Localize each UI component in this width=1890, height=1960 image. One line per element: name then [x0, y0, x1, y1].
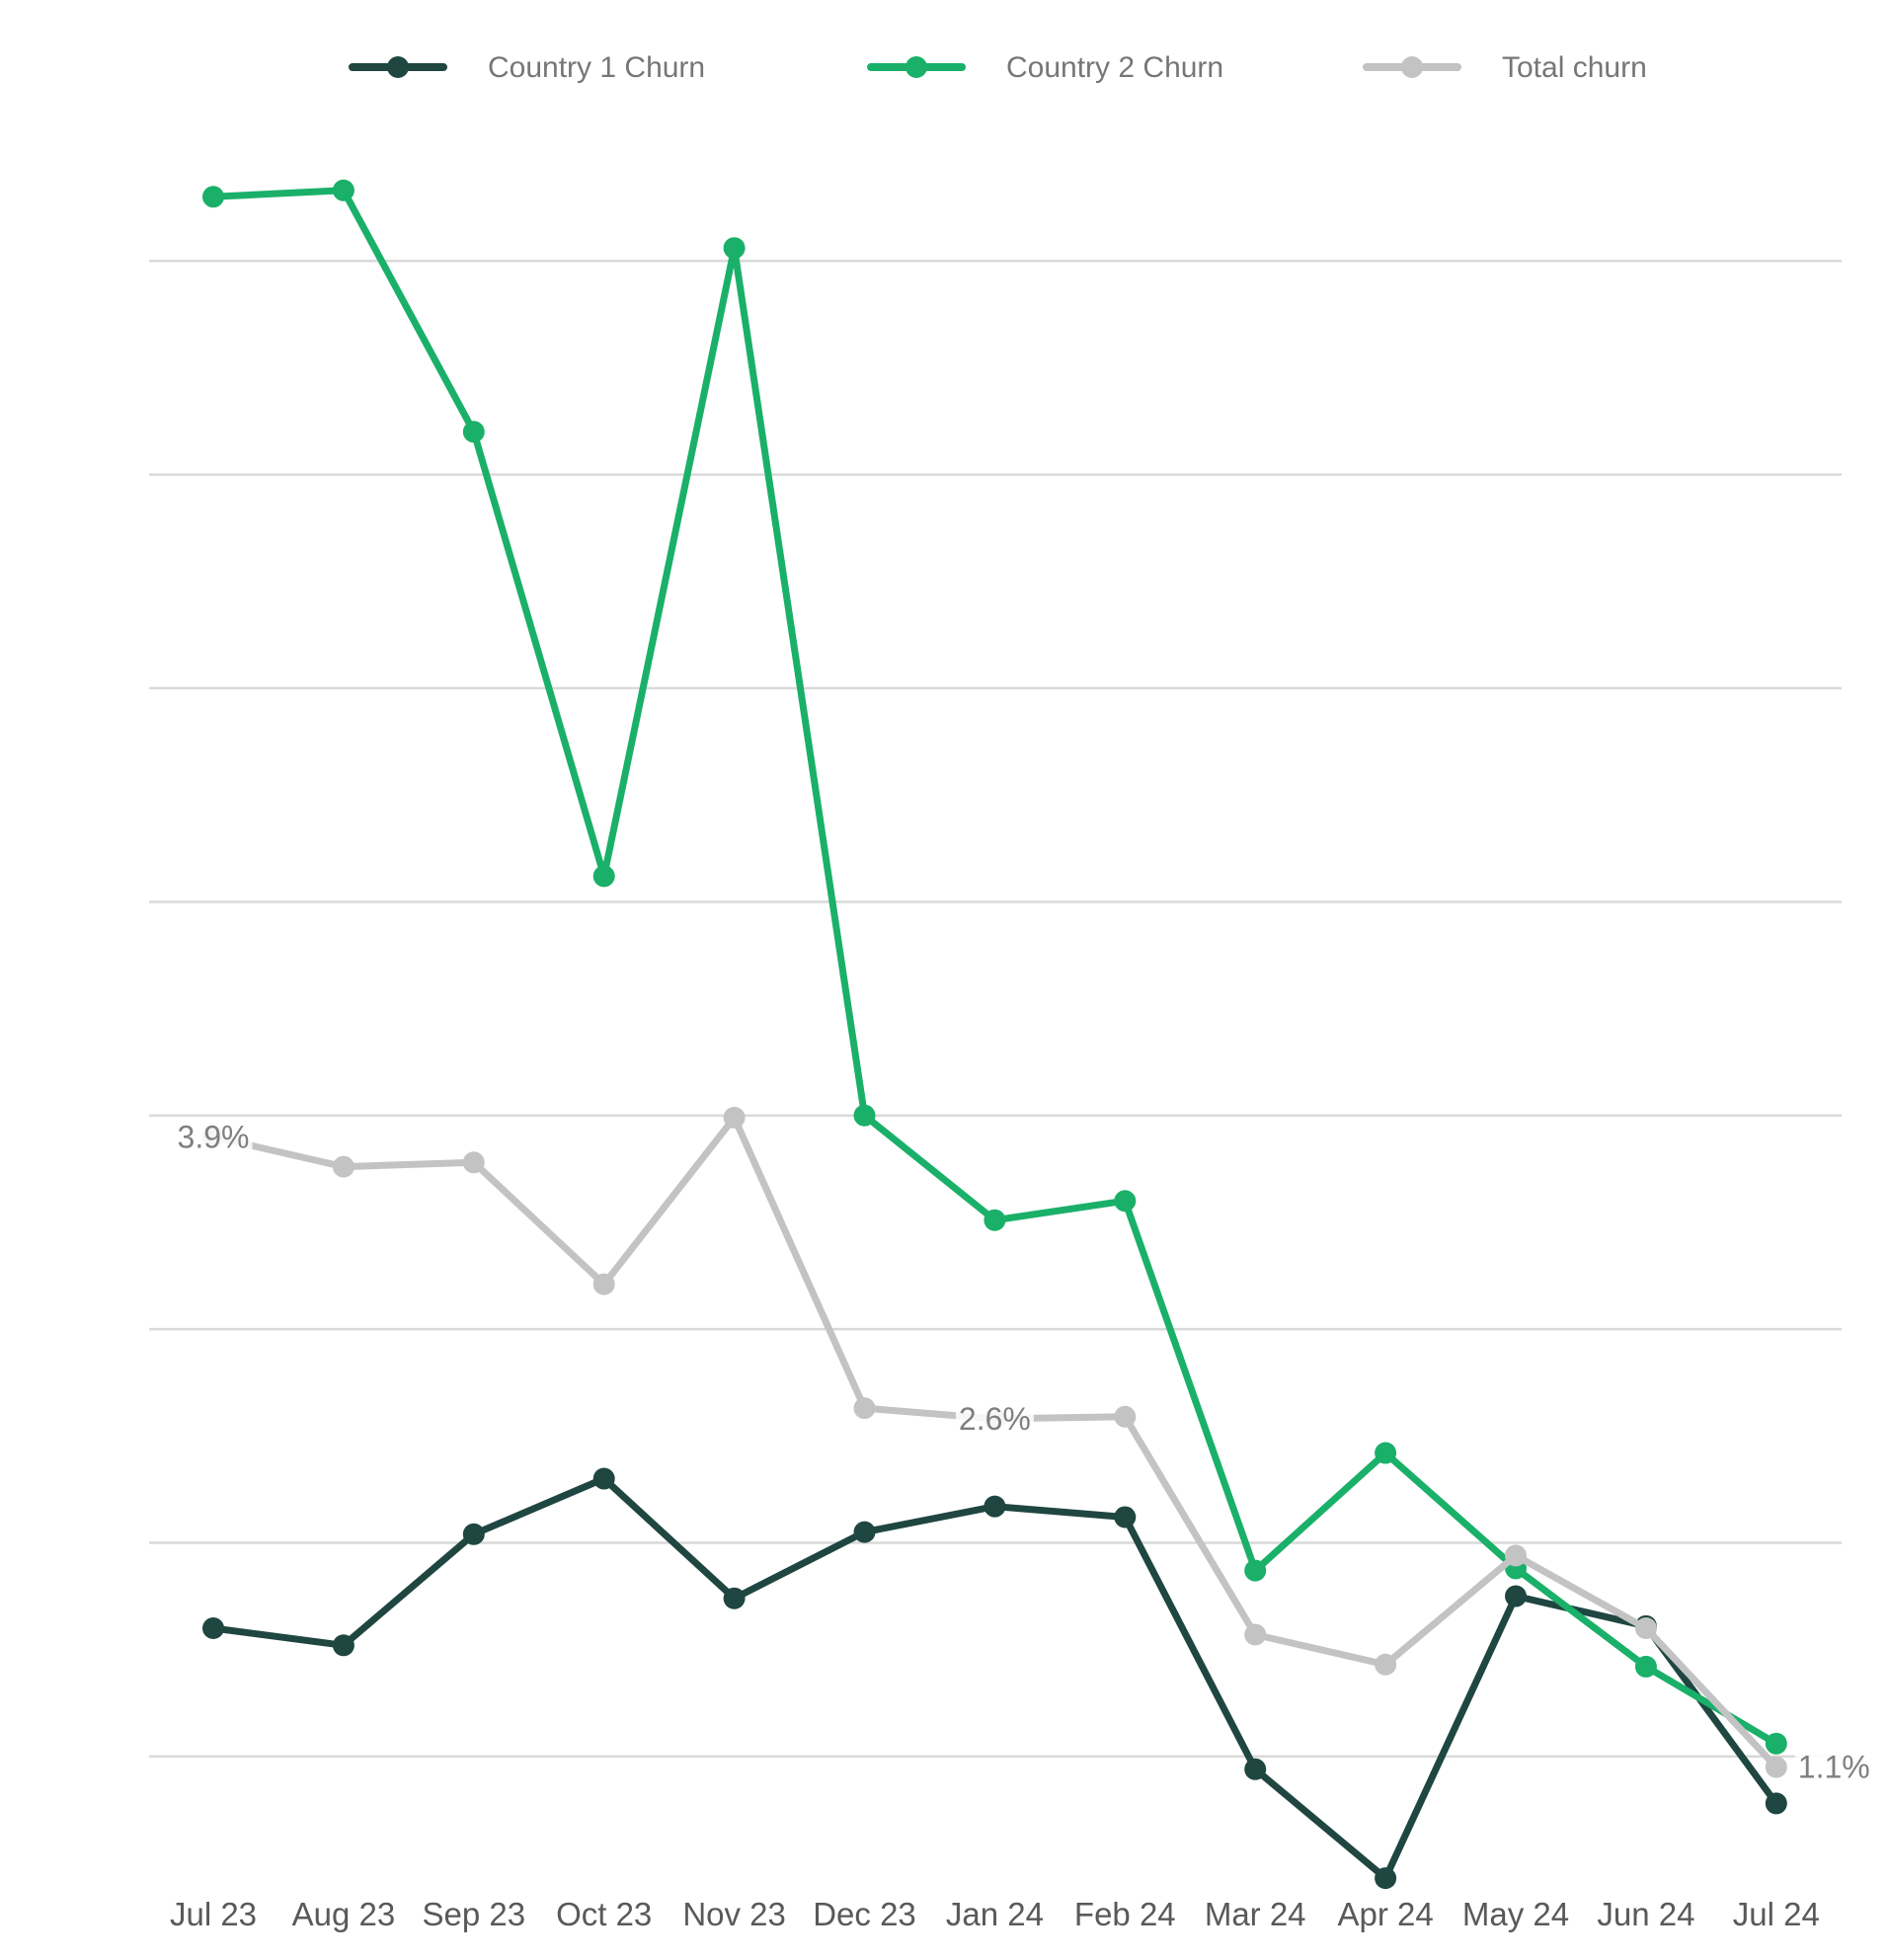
data-label-text: 1.1% [1798, 1750, 1870, 1785]
data-point [1505, 1544, 1527, 1567]
data-point [592, 1273, 615, 1295]
legend-label: Total churn [1502, 51, 1647, 84]
x-tick-label: Sep 23 [423, 1896, 526, 1932]
x-tick-label: May 24 [1462, 1896, 1569, 1932]
data-point [592, 1467, 615, 1490]
legend-point-marker [906, 56, 927, 78]
data-label-text: 2.6% [959, 1401, 1031, 1437]
data-point [332, 1155, 354, 1178]
gridlines [149, 259, 1842, 1759]
data-point [1244, 1623, 1267, 1646]
x-tick-label: Aug 23 [292, 1896, 396, 1932]
legend-point-marker [1401, 56, 1423, 78]
legend-item-country-1-churn: Country 1 Churn [349, 51, 705, 84]
data-point [1114, 1190, 1137, 1213]
data-point [1375, 1442, 1397, 1464]
x-tick-label: Oct 23 [556, 1896, 652, 1932]
data-point [723, 1106, 746, 1129]
data-point [462, 421, 485, 443]
data-point [462, 1523, 485, 1545]
series-country-2-churn [202, 179, 1787, 1755]
data-point [1375, 1653, 1397, 1676]
x-tick-label: Apr 24 [1337, 1896, 1433, 1932]
legend-point-marker [387, 56, 409, 78]
series-total-churn [202, 1106, 1787, 1778]
data-point [1634, 1616, 1657, 1639]
data-point [1765, 1732, 1787, 1755]
data-label-background [955, 1400, 1034, 1437]
data-label: 3.9% [174, 1119, 253, 1155]
x-tick-label: Jun 24 [1597, 1896, 1694, 1932]
data-point [984, 1209, 1006, 1231]
data-point [332, 179, 354, 201]
data-point [853, 1104, 876, 1127]
x-axis: Jul 23 Aug 23 Sep 23 Oct 23 Nov 23 Dec 23 Jan … [170, 1896, 1820, 1932]
data-point [723, 237, 746, 260]
data-point [1114, 1405, 1137, 1428]
x-tick-label: Feb 24 [1074, 1896, 1176, 1932]
data-labels: 3.9% 2.6% 1.1% [174, 1119, 1873, 1785]
data-point [1505, 1585, 1527, 1607]
data-label-text: 3.9% [178, 1119, 250, 1154]
data-point [1634, 1655, 1657, 1678]
data-label: 1.1% [1794, 1749, 1873, 1785]
legend-item-country-2-churn: Country 2 Churn [867, 51, 1223, 84]
legend-label: Country 2 Churn [1006, 51, 1223, 84]
data-point [853, 1521, 876, 1543]
data-point [984, 1495, 1006, 1518]
data-point [853, 1397, 876, 1420]
x-tick-label: Dec 23 [813, 1896, 916, 1932]
legend-label: Country 1 Churn [488, 51, 705, 84]
x-tick-label: Jul 23 [170, 1896, 257, 1932]
data-point [462, 1151, 485, 1174]
legend-item-total-churn: Total churn [1363, 51, 1647, 84]
legend: Country 1 Churn Country 2 Churn Total chur… [349, 51, 1647, 84]
x-tick-label: Jul 24 [1733, 1896, 1820, 1932]
data-point [1114, 1506, 1137, 1529]
data-point [1244, 1758, 1267, 1780]
x-tick-label: Nov 23 [682, 1896, 786, 1932]
data-point [202, 1616, 224, 1639]
data-label-background [1794, 1749, 1873, 1785]
data-point [1765, 1756, 1787, 1778]
data-point [1244, 1559, 1267, 1582]
data-label-background [174, 1119, 253, 1155]
data-point [332, 1634, 354, 1657]
data-point [723, 1587, 746, 1609]
series-layer [202, 179, 1787, 1890]
data-point [1375, 1867, 1397, 1890]
x-tick-label: Jan 24 [946, 1896, 1044, 1932]
series-line [209, 1475, 1780, 1882]
data-point [202, 186, 224, 208]
data-point [1765, 1792, 1787, 1815]
x-tick-label: Mar 24 [1205, 1896, 1306, 1932]
data-point [592, 865, 615, 888]
series-country-1-churn [202, 1467, 1787, 1890]
data-label: 2.6% [955, 1400, 1034, 1437]
